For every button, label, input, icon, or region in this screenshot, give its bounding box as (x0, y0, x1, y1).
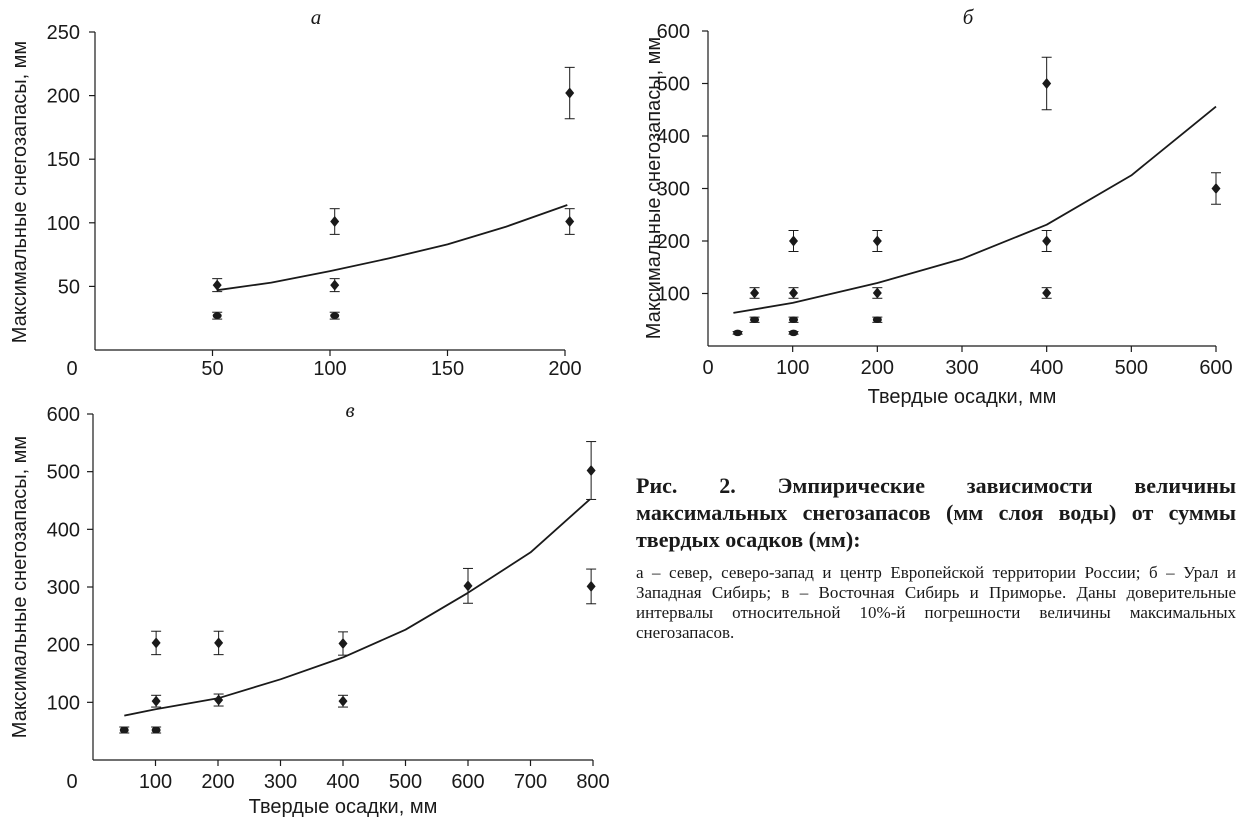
x-tick-label: 400 (1030, 357, 1063, 379)
origin-label: 0 (66, 358, 77, 380)
data-point-diamond (330, 216, 340, 228)
data-point-diamond (212, 279, 222, 291)
data-point-diamond (338, 695, 348, 707)
y-axis-label: Максимальные снегозапасы, мм (643, 37, 665, 339)
x-tick-label: 200 (861, 357, 894, 379)
data-point-circle (119, 726, 129, 734)
x-tick-label: 700 (514, 771, 547, 793)
trend-line (217, 204, 568, 292)
x-tick-label: 100 (139, 771, 172, 793)
data-point-diamond (586, 465, 596, 477)
data-point-circle (750, 316, 760, 324)
data-point-diamond (151, 637, 161, 649)
x-tick-label: 300 (945, 357, 978, 379)
x-tick-label: 600 (451, 771, 484, 793)
x-tick-label: 300 (264, 771, 297, 793)
y-tick-label: 100 (47, 213, 80, 235)
y-tick-label: 600 (657, 21, 690, 43)
y-tick-label: 200 (657, 231, 690, 253)
x-tick-label: 400 (326, 771, 359, 793)
data-point-diamond (586, 580, 596, 592)
data-point-diamond (330, 279, 340, 291)
data-point-diamond (565, 87, 575, 99)
caption-title: Рис. 2. Эмпирические зависимости величин… (636, 473, 1236, 552)
data-point-diamond (1042, 287, 1052, 299)
y-tick-label: 500 (657, 74, 690, 96)
data-point-diamond (1042, 235, 1052, 247)
data-point-diamond (214, 637, 224, 649)
data-point-circle (212, 312, 222, 319)
y-tick-label: 500 (47, 462, 80, 484)
y-axis-label: Максимальные снегозапасы, мм (9, 41, 31, 343)
data-point-diamond (789, 235, 799, 247)
panel-label: а (311, 5, 322, 29)
x-tick-label: 600 (1199, 357, 1232, 379)
x-axis-label: Твердые осадки, мм (249, 796, 438, 818)
data-point-circle (789, 329, 799, 337)
data-point-diamond (872, 287, 882, 299)
y-tick-label: 150 (47, 149, 80, 171)
chart-panel-a: 50 100 150 200 250 50 100 150 200 0 Максимальные с… (9, 5, 582, 380)
y-tick-label: 250 (47, 22, 80, 44)
data-point-diamond (872, 235, 882, 247)
x-tick-label: 150 (431, 358, 464, 380)
trend-line (733, 105, 1217, 314)
x-tick-label: 500 (389, 771, 422, 793)
data-point-circle (872, 316, 882, 324)
data-point-diamond (789, 287, 799, 299)
y-tick-label: 600 (47, 404, 80, 426)
y-tick-label: 200 (47, 86, 80, 108)
trend-line (124, 498, 591, 717)
y-tick-label: 300 (657, 179, 690, 201)
y-tick-label: 100 (657, 284, 690, 306)
y-tick-label: 200 (47, 635, 80, 657)
origin-label: 0 (66, 771, 77, 793)
panel-label: б (963, 5, 975, 29)
data-point-circle (330, 312, 340, 319)
x-tick-label: 50 (201, 358, 223, 380)
data-point-diamond (750, 287, 760, 299)
x-tick-label: 800 (576, 771, 609, 793)
figure-caption: Рис. 2. Эмпирические зависимости величин… (636, 472, 1236, 643)
caption-text: а – север, северо-запад и центр Европейс… (636, 563, 1236, 642)
y-tick-label: 100 (47, 692, 80, 714)
data-point-circle (789, 316, 799, 324)
chart-panel-c: 100 200 300 400 500 600 100 200 300 400 500 600 700 8… (9, 398, 610, 818)
data-point-circle (733, 329, 743, 337)
x-tick-label: 500 (1115, 357, 1148, 379)
y-tick-label: 400 (47, 519, 80, 541)
y-tick-label: 50 (58, 276, 80, 298)
chart-panel-b: 100 200 300 400 500 600 100 200 300 400 500 600 0 Мак… (643, 5, 1233, 408)
data-point-circle (151, 726, 161, 734)
data-point-diamond (463, 580, 473, 592)
origin-label: 0 (702, 357, 713, 379)
x-axis-label: Твердые осадки, мм (868, 386, 1057, 408)
data-point-diamond (338, 638, 348, 650)
x-tick-label: 100 (776, 357, 809, 379)
panel-label: в (345, 398, 354, 422)
data-point-diamond (1042, 78, 1052, 89)
x-tick-label: 200 (548, 358, 581, 380)
y-tick-label: 300 (47, 577, 80, 599)
y-axis-label: Максимальные снегозапасы, мм (9, 436, 31, 738)
data-point-diamond (151, 695, 161, 707)
x-tick-label: 100 (313, 358, 346, 380)
data-point-diamond (565, 216, 575, 228)
data-point-diamond (1211, 183, 1221, 194)
y-tick-label: 400 (657, 126, 690, 148)
data-point-diamond (214, 694, 224, 706)
x-tick-label: 200 (201, 771, 234, 793)
